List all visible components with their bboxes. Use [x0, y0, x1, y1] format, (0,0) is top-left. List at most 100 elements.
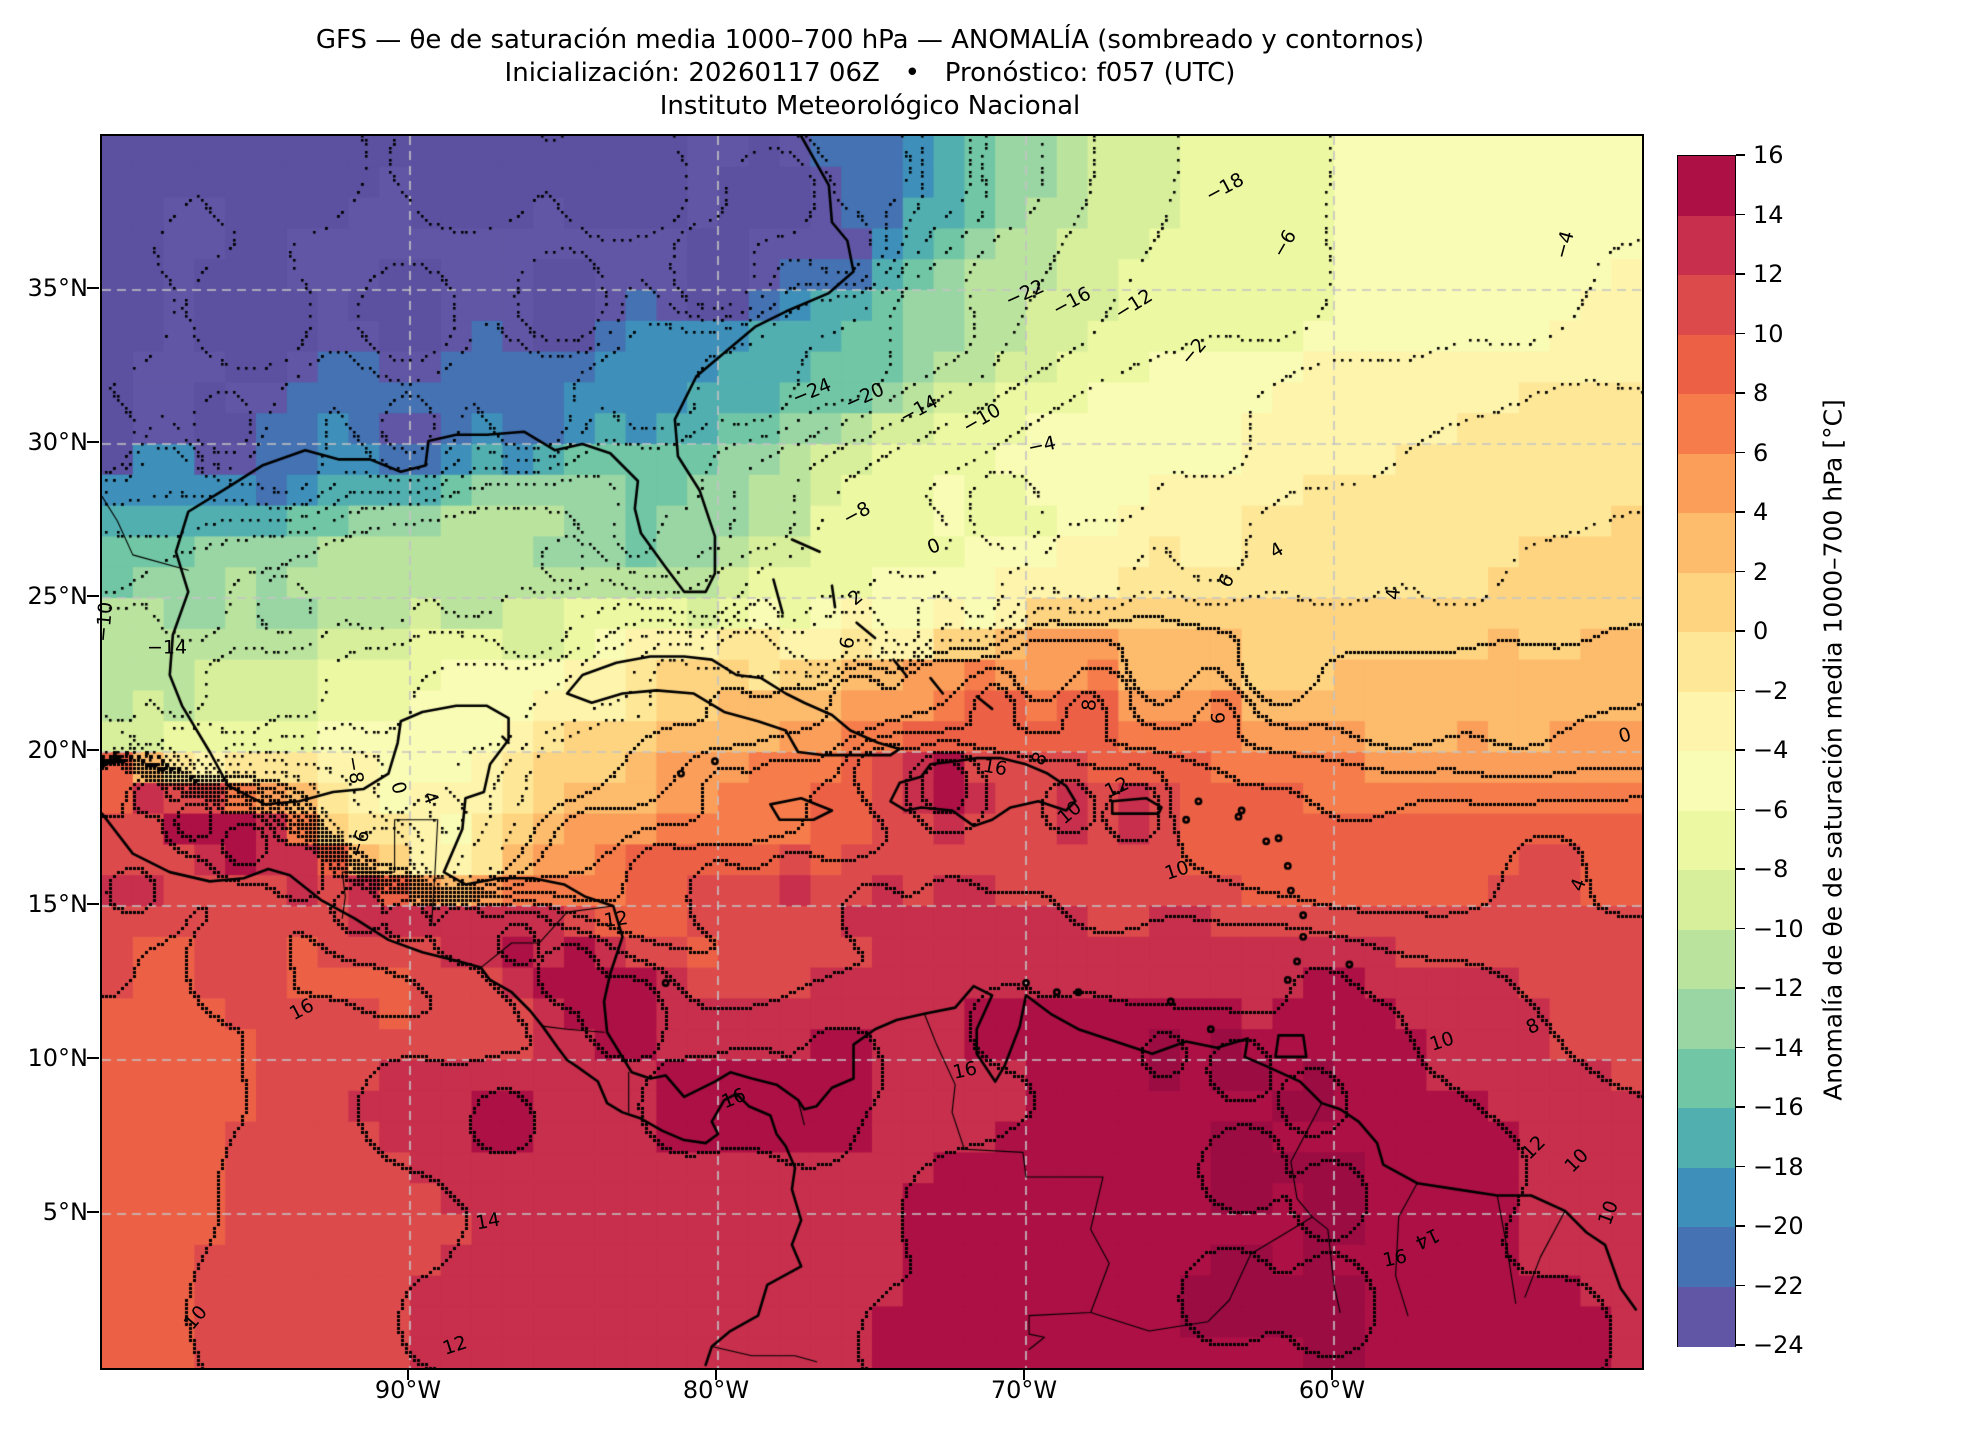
- x-tick-label: 70°W: [990, 1376, 1058, 1404]
- colorbar-tick-label: −14: [1753, 1033, 1804, 1062]
- colorbar-tickmark: [1736, 808, 1745, 811]
- contour-label: 12: [602, 906, 630, 933]
- colorbar-tickmark: [1736, 987, 1745, 989]
- y-tick-label: 5°N: [42, 1198, 88, 1226]
- y-tick-label: 20°N: [27, 736, 89, 764]
- contour-label: −8: [341, 754, 368, 786]
- colorbar-tick-label: 12: [1753, 260, 1784, 288]
- colorbar-tickmark: [1736, 511, 1745, 513]
- colorbar-tick-label: −18: [1753, 1152, 1804, 1181]
- colorbar-tick-label: 4: [1753, 498, 1769, 526]
- y-tick-label: 10°N: [27, 1044, 89, 1072]
- colorbar-tickmark: [1736, 749, 1745, 751]
- colorbar-tick-label: −2: [1753, 676, 1789, 705]
- colorbar-swatch: [1678, 572, 1735, 633]
- x-tick-label: 60°W: [1298, 1376, 1366, 1404]
- y-tick-label: 25°N: [27, 582, 89, 610]
- map-plot: −24 −20 −22 −14 −16 −12 −10 −4 −2 −18 −6 −4 −8 0 2 6 8 8 1…: [92, 134, 1644, 1370]
- contour-label: 8: [1078, 697, 1101, 712]
- x-tickmark: [715, 1368, 717, 1380]
- x-tick-label: 80°W: [682, 1376, 750, 1404]
- colorbar-title: Anomalía de θe de saturación media 1000–…: [1818, 399, 1848, 1101]
- y-tickmark: [87, 441, 99, 443]
- contour-label: −10: [91, 601, 118, 643]
- y-tickmark: [87, 287, 99, 289]
- colorbar-tickmark: [1736, 1106, 1745, 1108]
- colorbar-tick-label: −4: [1753, 736, 1789, 764]
- colorbar-tickmark: [1736, 630, 1745, 632]
- colorbar-tick-label: −16: [1753, 1093, 1804, 1121]
- colorbar-swatch: [1678, 334, 1735, 395]
- colorbar-tickmark: [1736, 570, 1745, 573]
- colorbar-tick-label: 6: [1753, 438, 1769, 467]
- chart-subtitle-init: Inicialización: 20260117 06Z • Pronóstic…: [504, 58, 1236, 88]
- colorbar-tickmark: [1736, 273, 1745, 275]
- y-tickmark: [87, 1057, 99, 1059]
- contour-label: 6: [1207, 711, 1230, 725]
- colorbar-swatch: [1678, 751, 1735, 811]
- colorbar-swatch: [1678, 691, 1735, 752]
- contour-label: 16: [1380, 1245, 1410, 1272]
- colorbar-tickmark: [1736, 1046, 1745, 1049]
- colorbar-swatch: [1678, 1048, 1735, 1109]
- colorbar-tickmark: [1736, 213, 1745, 216]
- colorbar-tickmark: [1736, 154, 1745, 156]
- colorbar-tickmark: [1736, 1225, 1745, 1227]
- colorbar-swatch: [1678, 1167, 1735, 1228]
- x-tickmark: [1331, 1368, 1333, 1380]
- colorbar-swatch: [1678, 453, 1735, 514]
- colorbar-tick-label: 2: [1753, 557, 1769, 586]
- y-tickmark: [87, 595, 99, 597]
- colorbar-tickmark: [1736, 1284, 1745, 1287]
- colorbar-swatch: [1678, 1108, 1735, 1168]
- y-tick-label: 35°N: [27, 274, 89, 302]
- colorbar-swatch: [1678, 394, 1735, 454]
- colorbar-tick-label: 10: [1753, 319, 1784, 348]
- colorbar-swatch: [1678, 632, 1735, 692]
- contour-label: 14: [474, 1208, 502, 1235]
- colorbar-swatch: [1678, 1286, 1735, 1347]
- colorbar-tickmark: [1736, 451, 1745, 454]
- contour-map-canvas: [102, 136, 1642, 1368]
- chart-subtitle-institute: Instituto Meteorológico Nacional: [659, 91, 1081, 121]
- colorbar-swatch: [1678, 870, 1735, 930]
- contour-label: 16: [950, 1057, 980, 1084]
- contour-label: −14: [146, 636, 188, 659]
- y-tickmark: [87, 749, 99, 751]
- contour-label: 4: [1382, 586, 1405, 601]
- colorbar-swatch: [1678, 1227, 1735, 1287]
- colorbar-swatch: [1678, 275, 1735, 335]
- colorbar-tick-label: 16: [1753, 141, 1784, 169]
- x-tick-label: 90°W: [374, 1376, 442, 1404]
- colorbar-swatch: [1678, 156, 1735, 216]
- colorbar-tick-label: −6: [1753, 795, 1789, 824]
- colorbar-tickmark: [1736, 689, 1745, 692]
- colorbar-tick-label: −10: [1753, 914, 1804, 943]
- colorbar: [1677, 155, 1736, 1347]
- colorbar-tickmark: [1736, 868, 1745, 870]
- title-block: GFS — θe de saturación media 1000–700 hP…: [100, 24, 1640, 123]
- colorbar-swatch: [1678, 929, 1735, 990]
- x-tickmark: [407, 1368, 409, 1380]
- colorbar-swatch: [1678, 989, 1735, 1049]
- colorbar-tick-label: 8: [1753, 379, 1769, 407]
- colorbar-tickmark: [1736, 1344, 1745, 1346]
- colorbar-tickmark: [1736, 332, 1745, 335]
- colorbar-swatch: [1678, 513, 1735, 573]
- y-tick-label: 30°N: [27, 428, 89, 456]
- chart-title: GFS — θe de saturación media 1000–700 hP…: [315, 25, 1425, 55]
- colorbar-tick-label: −24: [1753, 1331, 1804, 1359]
- contour-label: 16: [981, 754, 1009, 781]
- colorbar-swatch: [1678, 810, 1735, 871]
- colorbar-tick-label: 0: [1753, 617, 1769, 645]
- colorbar-tick-label: −8: [1753, 855, 1789, 883]
- colorbar-tickmark: [1736, 392, 1745, 394]
- colorbar-tick-label: −22: [1753, 1271, 1804, 1300]
- colorbar-tickmark: [1736, 1165, 1745, 1168]
- colorbar-swatch: [1678, 215, 1735, 276]
- colorbar-tick-label: 14: [1753, 200, 1784, 229]
- colorbar-tick-label: −20: [1753, 1212, 1804, 1240]
- colorbar-tickmark: [1736, 927, 1745, 930]
- colorbar-tick-label: −12: [1753, 974, 1804, 1002]
